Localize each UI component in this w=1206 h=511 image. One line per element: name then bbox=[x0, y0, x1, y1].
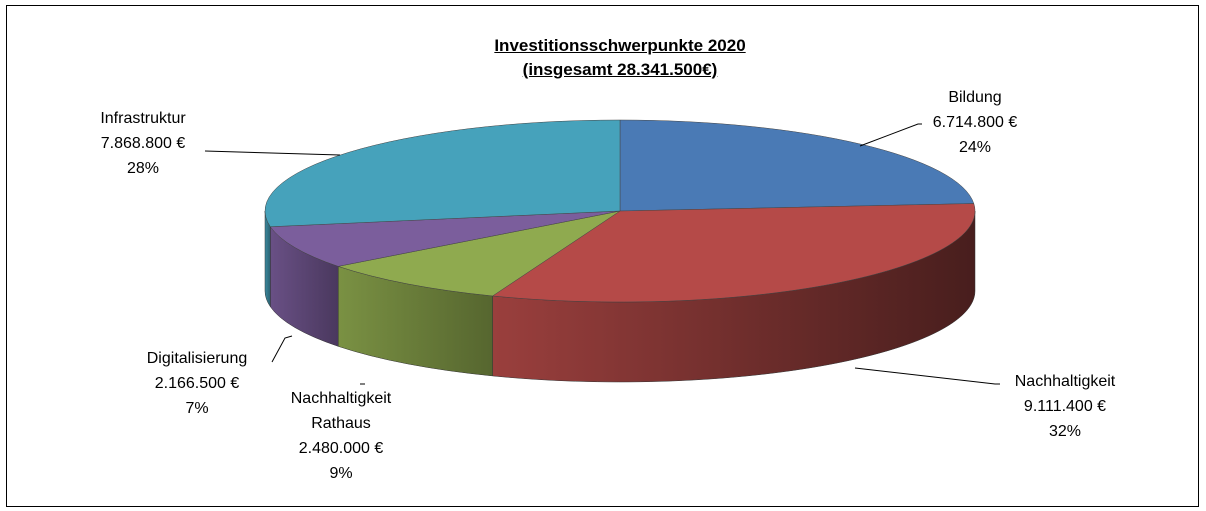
category-label: Nachhaltigkeit Rathaus bbox=[290, 390, 392, 432]
percent-label: 32% bbox=[1048, 423, 1082, 440]
slice bbox=[619, 119, 975, 212]
slice bbox=[491, 203, 976, 303]
percent-label: 24% bbox=[958, 139, 992, 156]
leader-line bbox=[271, 335, 293, 363]
leader-line bbox=[204, 150, 341, 156]
slice-label: Infrastruktur 7.868.800 € 28% bbox=[100, 106, 185, 181]
leader-line bbox=[859, 123, 922, 147]
slice bbox=[264, 119, 621, 227]
slice-label: Nachhaltigkeit Rathaus 2.480.000 € 9% bbox=[276, 386, 406, 486]
value-label: 2.166.500 € bbox=[154, 375, 240, 392]
slice bbox=[337, 210, 621, 297]
category-label: Digitalisierung bbox=[146, 350, 248, 367]
category-label: Bildung bbox=[948, 89, 1002, 106]
percent-label: 9% bbox=[329, 465, 353, 482]
category-label: Infrastruktur bbox=[100, 110, 186, 127]
slice-label: Digitalisierung 2.166.500 € 7% bbox=[147, 346, 248, 421]
chart-title: Investitionsschwerpunkte 2020 bbox=[494, 36, 746, 55]
category-label: Nachhaltigkeit bbox=[1014, 373, 1116, 390]
chart-subtitle: (insgesamt 28.341.500€) bbox=[522, 60, 718, 79]
percent-label: 28% bbox=[126, 160, 160, 177]
slice-label: Bildung 6.714.800 € 24% bbox=[933, 85, 1018, 160]
value-label: 2.480.000 € bbox=[298, 440, 384, 457]
slice-label: Nachhaltigkeit 9.111.400 € 32% bbox=[1015, 369, 1116, 444]
percent-label: 7% bbox=[185, 400, 209, 417]
value-label: 7.868.800 € bbox=[100, 135, 186, 152]
slice bbox=[269, 210, 621, 267]
leader-line bbox=[854, 367, 1000, 385]
value-label: 9.111.400 € bbox=[1023, 398, 1107, 415]
value-label: 6.714.800 € bbox=[932, 114, 1018, 131]
